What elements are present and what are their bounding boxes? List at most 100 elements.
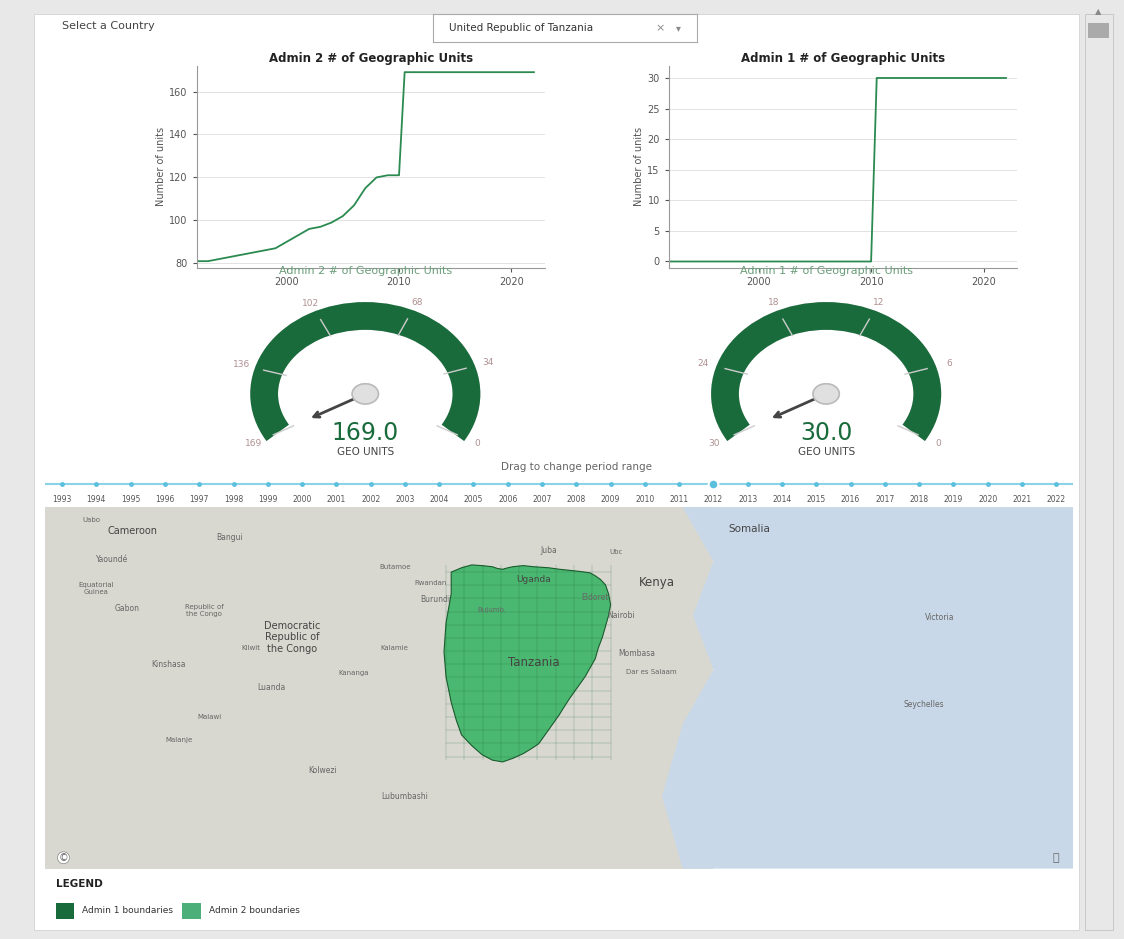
Text: Tanzania: Tanzania <box>508 656 560 669</box>
Text: 2019: 2019 <box>944 496 963 504</box>
Text: 18: 18 <box>768 299 779 307</box>
Text: 2002: 2002 <box>361 496 380 504</box>
Title: Admin 1 # of Geographic Units: Admin 1 # of Geographic Units <box>740 267 913 276</box>
Text: 2006: 2006 <box>498 496 517 504</box>
Text: Uganda: Uganda <box>516 575 551 584</box>
Text: Dar es Salaam: Dar es Salaam <box>626 669 677 674</box>
Text: ©: © <box>58 853 69 863</box>
Text: Equatorial
Guinea: Equatorial Guinea <box>79 582 115 595</box>
Text: ×: × <box>655 23 664 33</box>
Text: 2021: 2021 <box>1013 496 1032 504</box>
Bar <box>55 903 74 918</box>
Text: 0: 0 <box>474 439 480 448</box>
Text: Drag to change period range: Drag to change period range <box>501 462 652 472</box>
Text: 0: 0 <box>935 439 941 448</box>
Text: ⓘ: ⓘ <box>1052 853 1059 863</box>
Text: Bangui: Bangui <box>217 533 244 543</box>
Text: Lubumbashi: Lubumbashi <box>381 792 428 801</box>
Text: 2015: 2015 <box>807 496 826 504</box>
Text: Select a Country: Select a Country <box>62 21 155 31</box>
Text: 2016: 2016 <box>841 496 860 504</box>
Y-axis label: Number of units: Number of units <box>634 127 644 207</box>
Text: 30.0: 30.0 <box>800 421 852 445</box>
Text: 2009: 2009 <box>601 496 620 504</box>
Text: ▲: ▲ <box>1095 7 1102 16</box>
Text: Admin 2 boundaries: Admin 2 boundaries <box>209 906 300 915</box>
Title: Admin 2 # of Geographic Units: Admin 2 # of Geographic Units <box>279 267 452 276</box>
Text: 2001: 2001 <box>327 496 346 504</box>
Title: Admin 1 # of Geographic Units: Admin 1 # of Geographic Units <box>741 52 945 65</box>
Bar <box>45 507 714 869</box>
Text: Republic of
the Congo: Republic of the Congo <box>185 604 224 617</box>
Text: 24: 24 <box>697 359 708 367</box>
Text: 169: 169 <box>245 439 262 448</box>
Circle shape <box>352 384 379 404</box>
Text: Mombasa: Mombasa <box>618 649 655 658</box>
Text: 2005: 2005 <box>464 496 483 504</box>
Text: Somalia: Somalia <box>728 524 770 533</box>
Text: LEGEND: LEGEND <box>55 879 102 889</box>
Text: Butamoe: Butamoe <box>379 563 410 570</box>
Text: 2014: 2014 <box>772 496 791 504</box>
Text: Eldoret: Eldoret <box>581 593 609 602</box>
Text: 2007: 2007 <box>533 496 552 504</box>
Text: 1993: 1993 <box>53 496 72 504</box>
Text: 2003: 2003 <box>396 496 415 504</box>
Text: Uabo: Uabo <box>82 516 100 523</box>
Y-axis label: Number of units: Number of units <box>156 127 166 207</box>
Text: 2012: 2012 <box>704 496 723 504</box>
Text: 30: 30 <box>708 439 719 448</box>
Bar <box>182 903 201 918</box>
Text: Kolwezi: Kolwezi <box>308 766 337 776</box>
Text: Rwandan: Rwandan <box>415 580 447 586</box>
Text: 6: 6 <box>946 359 952 367</box>
Text: 2020: 2020 <box>978 496 997 504</box>
Text: 2022: 2022 <box>1046 496 1066 504</box>
Text: 1995: 1995 <box>121 496 140 504</box>
Text: Seychelles: Seychelles <box>904 700 944 709</box>
Text: 1999: 1999 <box>259 496 278 504</box>
Polygon shape <box>444 565 610 762</box>
Text: 2018: 2018 <box>909 496 928 504</box>
Text: United Republic of Tanzania: United Republic of Tanzania <box>448 23 592 33</box>
Text: Ubc: Ubc <box>609 549 623 555</box>
Text: 169.0: 169.0 <box>332 421 399 445</box>
Polygon shape <box>662 507 1073 869</box>
Text: Kilwit: Kilwit <box>242 645 260 651</box>
Text: 2011: 2011 <box>670 496 689 504</box>
Text: Democratic
Republic of
the Congo: Democratic Republic of the Congo <box>264 621 320 654</box>
Text: Kalamie: Kalamie <box>381 645 408 651</box>
Title: Admin 2 # of Geographic Units: Admin 2 # of Geographic Units <box>269 52 473 65</box>
Text: 2010: 2010 <box>635 496 654 504</box>
Text: 1998: 1998 <box>224 496 243 504</box>
Text: 34: 34 <box>482 358 493 367</box>
Text: Victoria: Victoria <box>925 613 954 622</box>
Text: 2013: 2013 <box>738 496 758 504</box>
Text: ▾: ▾ <box>676 23 681 33</box>
Text: 2008: 2008 <box>566 496 586 504</box>
Text: Malanje: Malanje <box>165 737 192 744</box>
Text: 102: 102 <box>302 299 319 308</box>
Text: 1996: 1996 <box>155 496 174 504</box>
Text: GEO UNITS: GEO UNITS <box>337 447 393 457</box>
Text: Bujumb.: Bujumb. <box>478 608 507 613</box>
Circle shape <box>813 384 840 404</box>
Text: Yaoundé: Yaoundé <box>96 555 128 564</box>
Text: 2004: 2004 <box>429 496 448 504</box>
Text: 1997: 1997 <box>190 496 209 504</box>
Text: Juba: Juba <box>541 546 558 555</box>
Text: GEO UNITS: GEO UNITS <box>798 447 854 457</box>
Text: Malawi: Malawi <box>198 714 221 719</box>
Text: Burundi: Burundi <box>420 594 451 604</box>
Text: 2017: 2017 <box>876 496 895 504</box>
Text: Admin 1 boundaries: Admin 1 boundaries <box>82 906 173 915</box>
Text: Luanda: Luanda <box>257 684 285 692</box>
Text: Kinshasa: Kinshasa <box>151 660 185 669</box>
Text: Kananga: Kananga <box>338 670 369 676</box>
Text: 12: 12 <box>873 299 885 307</box>
Text: 68: 68 <box>411 298 423 307</box>
Text: Gabon: Gabon <box>115 604 139 613</box>
Text: Cameroon: Cameroon <box>108 526 157 535</box>
Text: Nairobi: Nairobi <box>607 611 635 620</box>
Text: Kenya: Kenya <box>638 577 674 590</box>
